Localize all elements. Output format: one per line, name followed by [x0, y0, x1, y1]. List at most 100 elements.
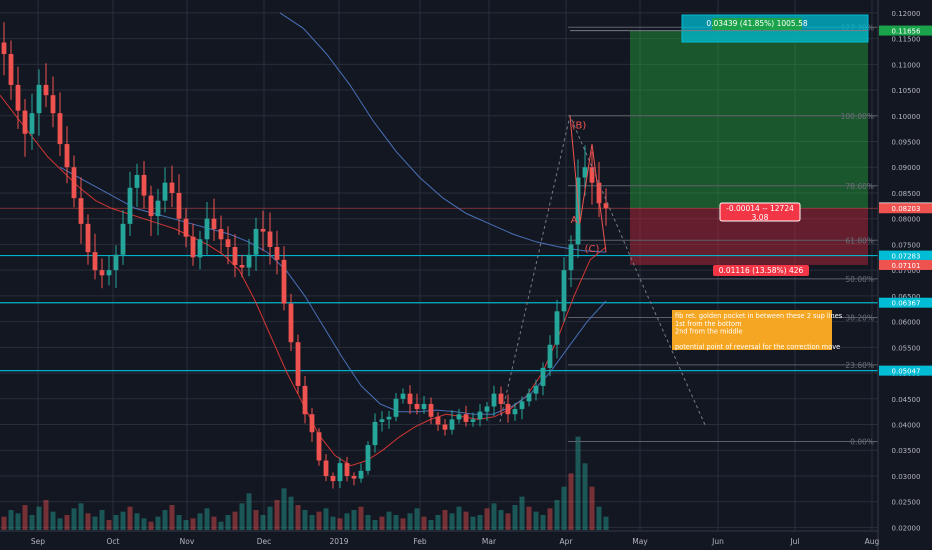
y-tick-label: 0.05500 — [892, 344, 921, 352]
candle-body — [330, 475, 336, 482]
volume-bar — [57, 518, 63, 530]
candle-body — [267, 231, 273, 247]
price-tag — [879, 203, 932, 214]
y-tick-label: 0.08000 — [892, 216, 921, 224]
target-label: 0.03439 (41.85%) 1005.58 — [706, 18, 808, 30]
candle-body — [92, 252, 98, 271]
volume-bar — [470, 516, 476, 530]
fib-level-label: 100.00% — [841, 112, 874, 121]
volume-bar — [15, 513, 21, 530]
volume-bar — [463, 511, 469, 530]
candle-body — [197, 239, 203, 258]
volume-bar — [372, 520, 378, 530]
volume-bar — [176, 515, 182, 530]
annotation-line: 1st from the bottom — [675, 320, 742, 328]
entry-label-text: -0.00014 -- 12724 — [726, 204, 794, 213]
volume-bar — [484, 508, 490, 530]
candle-body — [99, 270, 105, 276]
price-tag-label: 0.05047 — [892, 368, 921, 376]
volume-bar — [505, 513, 511, 530]
volume-bar — [414, 508, 420, 530]
x-tick-label: Dec — [257, 537, 272, 546]
volume-bar — [442, 510, 448, 530]
candle-body — [176, 192, 182, 219]
volume-bar — [309, 515, 315, 530]
candle-body — [498, 393, 504, 404]
volume-bar — [596, 506, 602, 530]
ma-long-line — [279, 12, 607, 253]
stop-label-text: 0.01116 (13.58%) 426 — [719, 266, 804, 275]
candle-body — [183, 218, 189, 237]
abc-wave — [569, 115, 607, 253]
price-tag-label: 0.06367 — [892, 300, 921, 308]
candle-body — [526, 393, 532, 402]
x-tick-label: Jun — [711, 537, 724, 546]
candle-body — [141, 174, 147, 196]
volume-bar — [239, 503, 245, 530]
candle-body — [239, 265, 245, 268]
candle-body — [323, 460, 329, 476]
candle-body — [85, 223, 91, 253]
fib-level-label: 61.80% — [845, 236, 874, 245]
candle-body — [372, 421, 378, 446]
candle-body — [309, 414, 315, 433]
volume-bar — [519, 496, 525, 530]
candle-body — [575, 177, 581, 245]
candle-body — [582, 167, 588, 178]
volume-bar — [71, 508, 77, 530]
volume-bar — [351, 510, 357, 530]
time-axis[interactable]: Sep Oct Nov Dec 2019 Feb Mar Apr May Jun Jul Aug — [0, 530, 880, 546]
price-tag-label: 0.07101 — [892, 262, 921, 270]
candle-body — [22, 110, 28, 134]
candle-body — [379, 419, 385, 422]
candle-body — [29, 113, 35, 134]
y-tick-label: 0.03000 — [892, 473, 921, 481]
candle-body — [491, 393, 497, 407]
volume-bar — [365, 515, 371, 530]
fib-level-label: 23.60% — [845, 361, 874, 370]
volume-bar — [85, 513, 91, 530]
volume-bar — [232, 511, 238, 530]
candle-body — [337, 463, 343, 482]
candle-body — [113, 254, 119, 271]
volume-bar — [78, 503, 84, 530]
projection-line — [499, 114, 707, 428]
candle-body — [407, 393, 413, 404]
wave-label: (B) — [572, 121, 587, 132]
volume-bar — [148, 521, 154, 530]
candle-body — [127, 187, 133, 224]
volume-bar — [561, 486, 567, 530]
annotation-box[interactable]: fib ret. golden pocket in between these … — [672, 310, 843, 351]
volume-bar — [603, 516, 609, 530]
price-tag-label: 0.11656 — [892, 28, 921, 36]
volume-bar — [589, 486, 595, 530]
y-tick-label: 0.06000 — [892, 319, 921, 327]
position-tool[interactable] — [630, 30, 868, 265]
price-axis[interactable]: 0.12000 0.11500 0.11000 0.10500 0.10000 0.095… — [877, 0, 932, 550]
volume-bar — [29, 515, 35, 530]
candle-body — [477, 411, 483, 420]
candle-body — [512, 409, 518, 415]
y-tick-label: 0.10500 — [892, 87, 921, 95]
candle-body — [190, 236, 196, 258]
candle-body — [64, 144, 70, 168]
candle-body — [442, 424, 448, 430]
fib-level-label: 50.00% — [845, 275, 874, 284]
volume-bar — [50, 511, 56, 530]
volume-bar — [141, 518, 147, 530]
volume-bar — [575, 436, 581, 530]
wave-drawings[interactable]: (B) A) (C) — [499, 114, 707, 428]
candle-body — [225, 239, 231, 247]
volume-bar — [225, 515, 231, 530]
fib-level-label: 38.20% — [845, 313, 874, 322]
candle-body — [204, 218, 210, 240]
entry-label-bg — [719, 202, 801, 222]
price-tag — [879, 365, 932, 376]
candle-body — [246, 254, 252, 268]
candle-body — [302, 385, 308, 415]
candle-body — [8, 54, 14, 85]
volume-bar — [582, 463, 588, 530]
candle-body — [15, 84, 21, 111]
x-tick-label: Feb — [413, 537, 427, 546]
